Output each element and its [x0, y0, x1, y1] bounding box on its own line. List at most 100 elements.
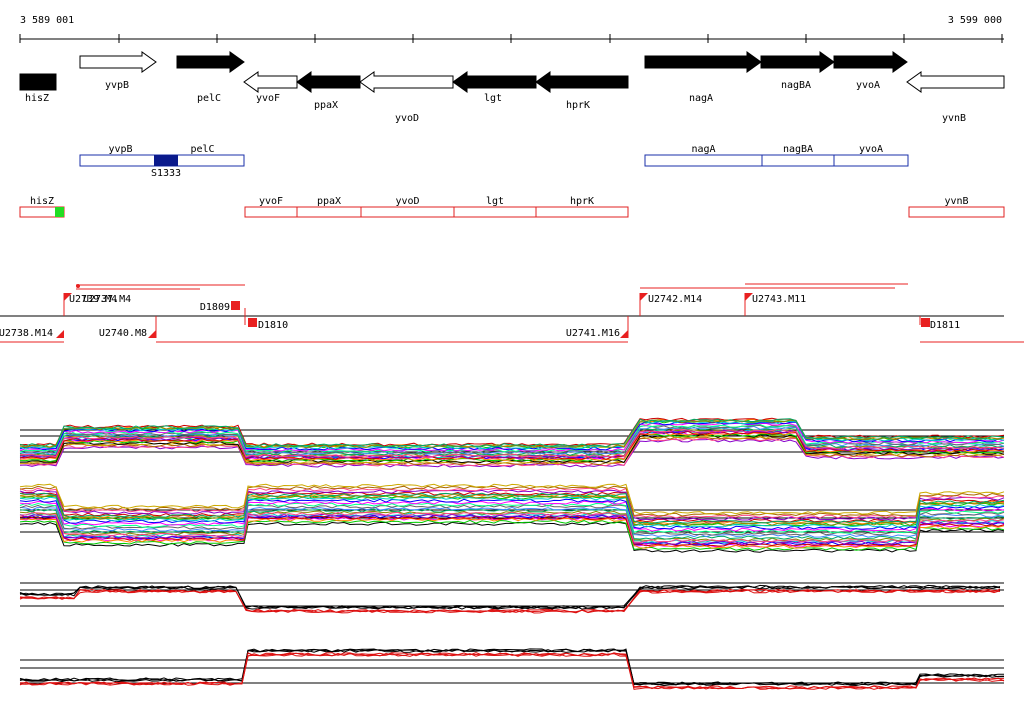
- red-operon-track: hisZ yvoF ppaX yvoD lgt hprK yvnB: [19, 196, 1005, 218]
- transcript-label-U2741.M16: U2741.M16: [566, 328, 620, 339]
- start-marker: [55, 207, 64, 217]
- transcript-label-U2739.M4: U2739.M4: [69, 294, 117, 305]
- site-marker: [154, 155, 178, 166]
- gene-arrow-hisZ: [19, 73, 57, 91]
- panel2-trace: [19, 494, 1005, 526]
- red-operon-box-yvoD: [360, 206, 455, 218]
- transcript-label-D1811: D1811: [930, 320, 960, 331]
- panel2-trace: [19, 485, 1005, 517]
- red-operon-label-hprK: hprK: [570, 196, 594, 207]
- coordinate-end: 3 599 000: [948, 15, 1002, 26]
- site-label: S1333: [151, 168, 181, 179]
- ruler-ticks: [19, 34, 1003, 43]
- gene-label-hisZ: hisZ: [25, 93, 49, 104]
- gene-label-yvoA: yvoA: [856, 80, 880, 91]
- panel4-trace: [19, 652, 1005, 690]
- gene-label-lgt: lgt: [484, 93, 502, 104]
- panel3-trace: [19, 588, 1001, 613]
- gene-label-yvoD: yvoD: [395, 113, 419, 124]
- gene-arrow-hprK: [535, 71, 629, 93]
- panel4-trace: [19, 648, 1004, 686]
- panel2-trace: [19, 513, 1005, 545]
- panel3-trace: [19, 584, 1001, 609]
- panel2-trace: [19, 506, 1005, 538]
- panel2-trace: [19, 508, 1005, 540]
- red-operon-box-hprK: [535, 206, 629, 218]
- transcript-label-U2737.M4: U2737.M4: [83, 294, 131, 305]
- blue-operon-box-yvoA: [833, 154, 909, 167]
- red-operon-box-ppaX: [296, 206, 362, 218]
- red-operon-label-hisZ: hisZ: [30, 196, 54, 207]
- blue-operon-label-nagA: nagA: [691, 144, 715, 155]
- gene-arrow-yvpB: [79, 51, 157, 73]
- gene-label-yvnB: yvnB: [942, 113, 966, 124]
- panel3-trace: [19, 589, 1001, 614]
- blue-operon-label-nagBA: nagBA: [783, 144, 813, 155]
- blue-operon-label-yvpB: yvpB: [108, 144, 132, 155]
- gene-arrow-ppaX: [296, 71, 361, 93]
- blue-operon-label-yvoA: yvoA: [859, 144, 883, 155]
- gene-arrow-yvoF: [243, 71, 298, 93]
- panel4-trace: [19, 652, 1005, 690]
- coordinate-ruler: 3 589 001 3 599 000: [19, 15, 1004, 43]
- transcript-flag: [640, 293, 648, 301]
- red-operon-label-yvoF: yvoF: [259, 196, 283, 207]
- gene-arrow-lgt: [452, 71, 537, 93]
- gene-label-yvpB: yvpB: [105, 80, 129, 91]
- gene-label-pelC: pelC: [197, 93, 221, 104]
- panel4-trace: [19, 648, 1005, 686]
- red-operon-box-yvoF: [244, 206, 298, 218]
- transcript-flag: [148, 330, 156, 338]
- transcript-flag: [620, 330, 628, 338]
- transcript-flag: [56, 330, 64, 338]
- terminator-box: [231, 301, 240, 310]
- expression-track: [19, 417, 1005, 690]
- transcript-label-D1810: D1810: [258, 320, 288, 331]
- gene-arrow-pelC: [176, 51, 245, 73]
- panel2-trace: [19, 492, 1005, 524]
- panel2-trace: [19, 502, 1005, 534]
- panel2-trace: [19, 517, 1005, 549]
- gene-arrow-yvoD: [359, 71, 454, 93]
- transcript-label-U2742.M14: U2742.M14: [648, 294, 702, 305]
- transcript-label-U2740.M8: U2740.M8: [99, 328, 147, 339]
- red-operon-label-yvoD: yvoD: [395, 196, 419, 207]
- transcript-label-U2738.M14: U2738.M14: [0, 328, 53, 339]
- gene-label-yvoF: yvoF: [256, 93, 280, 104]
- panel2-trace: [19, 500, 1005, 532]
- blue-operon-label-pelC: pelC: [190, 144, 214, 155]
- blue-operon-box-yvpB: [79, 154, 162, 167]
- gene-label-ppaX: ppaX: [314, 100, 338, 111]
- terminator-box: [248, 318, 257, 327]
- gene-label-hprK: hprK: [566, 100, 590, 111]
- red-operon-box-lgt: [453, 206, 537, 218]
- blue-operon-track: yvpB pelC nagA nagBA yvoA S1333: [79, 144, 909, 179]
- gene-arrow-yvnB: [906, 71, 1005, 93]
- panel1-trace: [19, 418, 1005, 448]
- gene-arrow-nagBA: [760, 51, 835, 73]
- gene-label-nagBA: nagBA: [781, 80, 811, 91]
- panel2-trace: [19, 519, 1005, 551]
- gene-arrow-nagA: [644, 51, 762, 73]
- red-operon-label-yvnB: yvnB: [944, 196, 968, 207]
- gene-arrow-yvoA: [833, 51, 908, 73]
- gene-track: hisZ yvpB pelC yvoF ppaX yvoD lgt hprK nagA nagBA…: [19, 51, 1005, 124]
- terminator-box: [921, 318, 930, 327]
- gene-label-nagA: nagA: [689, 93, 713, 104]
- transcript-flag: [745, 293, 753, 301]
- panel2-trace: [19, 487, 1005, 519]
- red-operon-label-ppaX: ppaX: [317, 196, 341, 207]
- red-operon-label-lgt: lgt: [486, 196, 504, 207]
- panel2-trace: [19, 489, 1005, 521]
- red-operon-box-yvnB: [908, 206, 1005, 218]
- panel2-trace: [19, 511, 1005, 543]
- transcript-label-U2743.M11: U2743.M11: [752, 294, 806, 305]
- transcript-flag: [64, 293, 72, 301]
- panel1-trace: [19, 437, 1005, 467]
- panel1-trace: [19, 428, 1005, 458]
- coordinate-start: 3 589 001: [20, 15, 74, 26]
- blue-operon-box-nagBA: [761, 154, 835, 167]
